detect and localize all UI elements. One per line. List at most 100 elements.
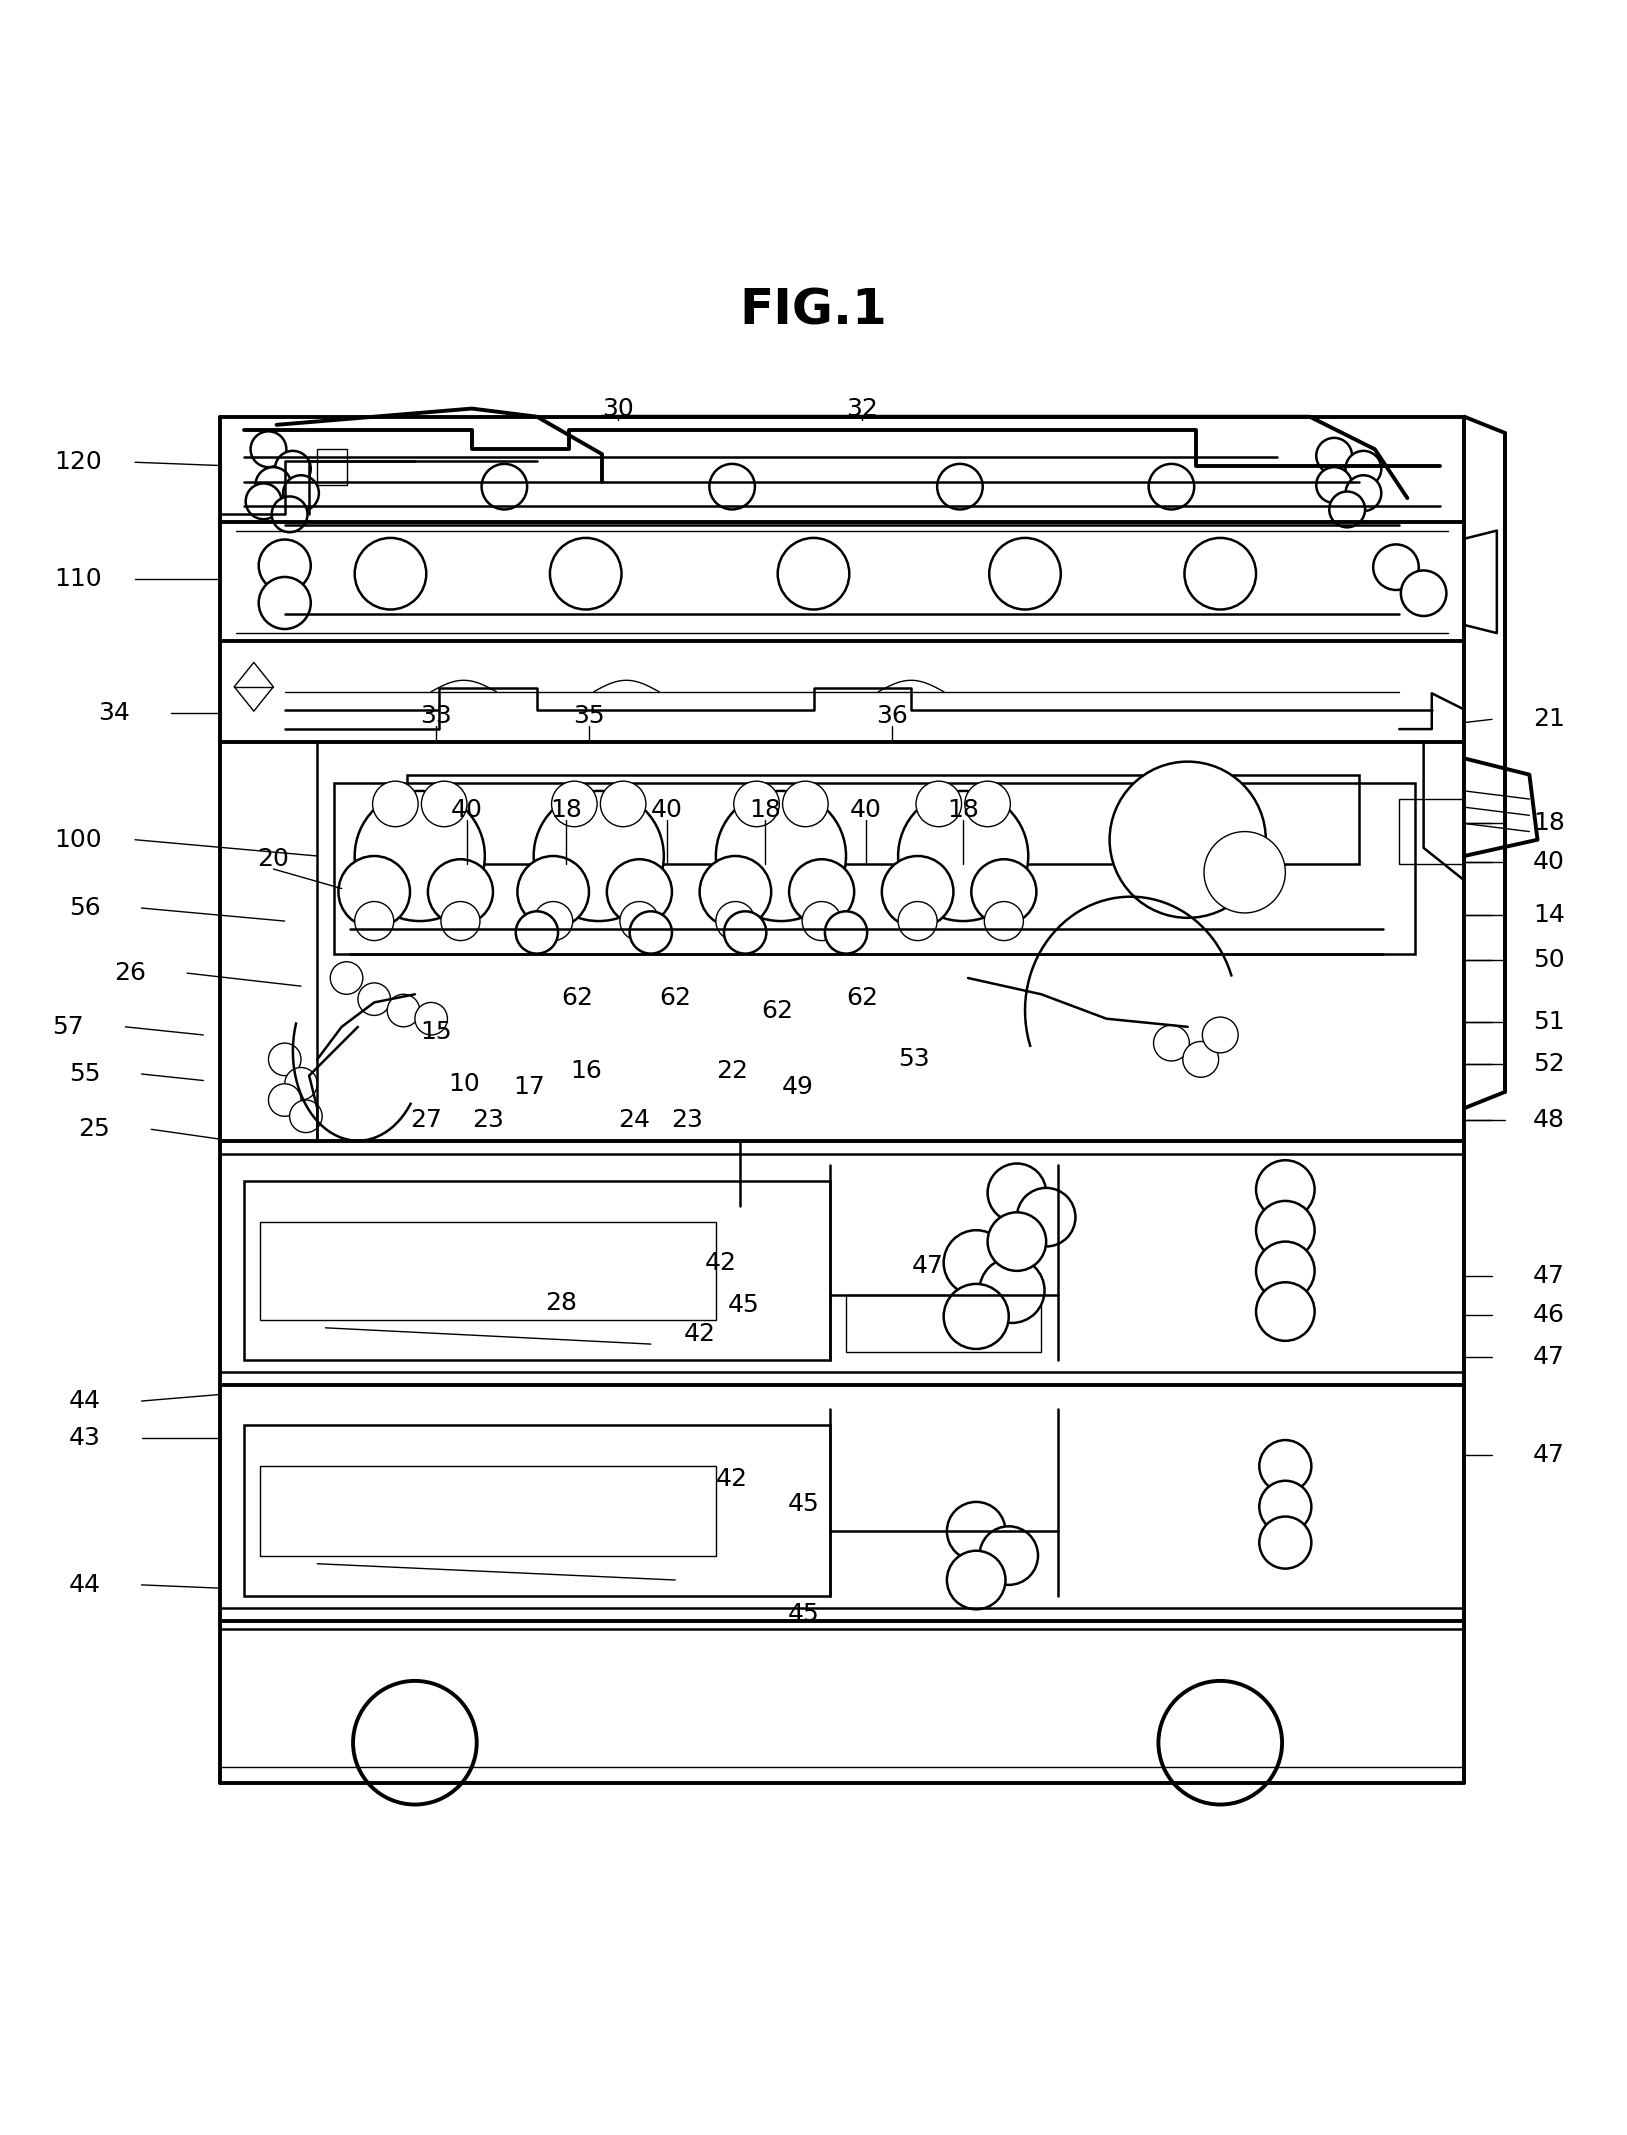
Text: 40: 40 bbox=[849, 798, 882, 822]
Text: 40: 40 bbox=[651, 798, 683, 822]
Circle shape bbox=[1154, 1025, 1189, 1061]
Circle shape bbox=[283, 476, 319, 510]
Circle shape bbox=[1256, 1200, 1315, 1260]
Bar bbox=[260, 1467, 716, 1556]
Bar bbox=[317, 448, 347, 485]
Circle shape bbox=[259, 540, 311, 591]
Text: 40: 40 bbox=[451, 798, 483, 822]
Circle shape bbox=[415, 1003, 447, 1035]
Circle shape bbox=[358, 982, 390, 1016]
Circle shape bbox=[290, 1100, 322, 1132]
Circle shape bbox=[988, 1164, 1046, 1221]
Circle shape bbox=[421, 781, 467, 826]
Circle shape bbox=[1256, 1159, 1315, 1219]
Text: 51: 51 bbox=[1533, 1010, 1565, 1033]
Text: 26: 26 bbox=[114, 961, 146, 984]
Circle shape bbox=[1346, 476, 1381, 510]
Circle shape bbox=[1017, 1187, 1075, 1247]
Circle shape bbox=[1329, 491, 1365, 527]
Circle shape bbox=[338, 856, 410, 927]
Circle shape bbox=[1346, 450, 1381, 487]
Text: 42: 42 bbox=[716, 1467, 748, 1490]
Circle shape bbox=[1316, 438, 1352, 474]
Text: 55: 55 bbox=[68, 1061, 101, 1087]
Circle shape bbox=[285, 1068, 317, 1100]
Text: 53: 53 bbox=[898, 1048, 931, 1072]
Circle shape bbox=[979, 1527, 1038, 1584]
Circle shape bbox=[783, 781, 828, 826]
Circle shape bbox=[1204, 833, 1285, 914]
Circle shape bbox=[275, 450, 311, 487]
Circle shape bbox=[802, 901, 841, 942]
Circle shape bbox=[898, 901, 937, 942]
Circle shape bbox=[534, 901, 573, 942]
Text: 20: 20 bbox=[257, 848, 290, 871]
Text: 25: 25 bbox=[78, 1117, 111, 1142]
Circle shape bbox=[1149, 463, 1194, 510]
Bar bbox=[334, 784, 1415, 954]
Text: 15: 15 bbox=[420, 1021, 452, 1044]
Circle shape bbox=[552, 781, 597, 826]
Circle shape bbox=[630, 912, 672, 954]
Text: 44: 44 bbox=[68, 1573, 101, 1597]
Text: 18: 18 bbox=[947, 798, 979, 822]
Text: 47: 47 bbox=[1533, 1443, 1565, 1467]
Text: 43: 43 bbox=[68, 1426, 101, 1450]
Circle shape bbox=[517, 856, 589, 927]
Text: 47: 47 bbox=[1533, 1264, 1565, 1287]
Bar bbox=[407, 775, 1359, 865]
Circle shape bbox=[965, 781, 1010, 826]
Text: 18: 18 bbox=[550, 798, 582, 822]
Text: 27: 27 bbox=[410, 1108, 443, 1132]
Text: 49: 49 bbox=[781, 1076, 814, 1100]
Circle shape bbox=[716, 901, 755, 942]
Circle shape bbox=[1183, 1042, 1219, 1078]
Circle shape bbox=[268, 1044, 301, 1076]
Circle shape bbox=[916, 781, 962, 826]
Circle shape bbox=[620, 901, 659, 942]
Circle shape bbox=[947, 1501, 1005, 1561]
Text: 17: 17 bbox=[513, 1076, 545, 1100]
Circle shape bbox=[734, 781, 779, 826]
Text: 22: 22 bbox=[716, 1059, 748, 1082]
Text: 23: 23 bbox=[472, 1108, 504, 1132]
Text: 52: 52 bbox=[1533, 1053, 1565, 1076]
Circle shape bbox=[882, 856, 953, 927]
Text: 32: 32 bbox=[846, 397, 879, 421]
Circle shape bbox=[1256, 1243, 1315, 1300]
Text: 18: 18 bbox=[1533, 811, 1565, 835]
Circle shape bbox=[1401, 570, 1446, 617]
Text: 16: 16 bbox=[569, 1059, 602, 1082]
Circle shape bbox=[482, 463, 527, 510]
Circle shape bbox=[355, 901, 394, 942]
Circle shape bbox=[387, 995, 420, 1027]
Text: 10: 10 bbox=[447, 1072, 480, 1095]
Text: 36: 36 bbox=[875, 705, 908, 728]
Text: 42: 42 bbox=[704, 1251, 737, 1275]
Text: 62: 62 bbox=[659, 986, 691, 1010]
Circle shape bbox=[825, 912, 867, 954]
Text: 45: 45 bbox=[727, 1294, 760, 1317]
Circle shape bbox=[789, 858, 854, 924]
Circle shape bbox=[373, 781, 418, 826]
Text: 45: 45 bbox=[787, 1492, 820, 1516]
Circle shape bbox=[716, 790, 846, 920]
Text: 35: 35 bbox=[573, 705, 605, 728]
Circle shape bbox=[1110, 762, 1266, 918]
Circle shape bbox=[550, 538, 622, 608]
Circle shape bbox=[355, 538, 426, 608]
Text: 33: 33 bbox=[420, 705, 452, 728]
Circle shape bbox=[937, 463, 983, 510]
Text: 57: 57 bbox=[52, 1014, 85, 1040]
Circle shape bbox=[272, 497, 308, 532]
Text: 56: 56 bbox=[68, 897, 101, 920]
Circle shape bbox=[1184, 538, 1256, 608]
Circle shape bbox=[989, 538, 1061, 608]
Text: 44: 44 bbox=[68, 1390, 101, 1413]
Circle shape bbox=[1259, 1441, 1311, 1492]
Text: 30: 30 bbox=[602, 397, 635, 421]
Text: 14: 14 bbox=[1533, 903, 1565, 927]
Circle shape bbox=[1256, 1283, 1315, 1341]
Circle shape bbox=[944, 1283, 1009, 1349]
Circle shape bbox=[353, 1680, 477, 1804]
